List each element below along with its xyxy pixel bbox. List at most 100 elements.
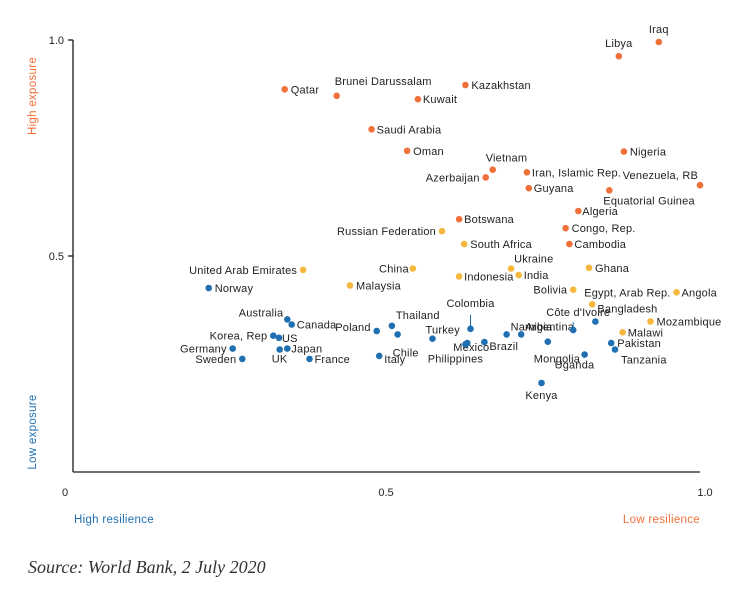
scatter-dot xyxy=(284,316,291,323)
point-nigeria: Nigeria xyxy=(620,147,667,159)
point-label: Norway xyxy=(215,283,254,295)
point-ukraine: Ukraine xyxy=(507,254,553,272)
point-label: Germany xyxy=(180,344,227,356)
scatter-dot xyxy=(525,184,533,192)
scatter-dot xyxy=(409,265,417,272)
point-venezuela-rb: Venezuela, RB xyxy=(623,170,704,189)
point-guyana: Guyana xyxy=(525,183,574,195)
data-points: Iraq Libya Qatar Brunei Darussalam Kazakhsta… xyxy=(180,24,721,402)
scatter-dot xyxy=(606,187,613,194)
point-label: Argentina xyxy=(525,321,575,333)
scatter-dot xyxy=(299,266,307,274)
scatter-dot xyxy=(611,346,619,353)
point-france: France xyxy=(306,354,350,366)
point-australia: Australia xyxy=(239,307,291,323)
point-label: India xyxy=(524,270,550,282)
scatter-dot xyxy=(455,215,463,223)
scatter-dot xyxy=(462,341,469,348)
scatter-dot xyxy=(467,325,474,333)
point-egypt-arab-rep: Egypt, Arab Rep. xyxy=(584,287,670,308)
point-argentina: Argentina xyxy=(517,321,575,338)
point-italy: Italy xyxy=(375,352,405,366)
y-axis-low-label: Low exposure xyxy=(27,394,39,469)
scatter-dot xyxy=(619,329,626,336)
point-label: Nigeria xyxy=(630,147,667,159)
point-iran-islamic-rep: Iran, Islamic Rep. xyxy=(523,167,621,179)
scatter-dot xyxy=(585,264,593,272)
scatter-dot xyxy=(403,147,411,155)
scatter-dot xyxy=(394,331,401,338)
point-label: Uganda xyxy=(555,360,595,372)
point-label: Venezuela, RB xyxy=(623,170,698,182)
point-label: Korea, Rep xyxy=(210,331,268,343)
scatter-dot xyxy=(607,339,615,347)
scatter-dot xyxy=(460,240,468,248)
scatter-dot xyxy=(288,321,296,328)
scatter-dot xyxy=(368,126,375,133)
point-label: Malawi xyxy=(628,327,663,339)
scatter-dot xyxy=(515,271,522,279)
scatter-dot xyxy=(276,346,284,353)
scatter-dot xyxy=(673,289,680,296)
point-label: Côte d'Ivoire xyxy=(546,307,610,319)
scatter-dot xyxy=(229,345,236,352)
point-india: India xyxy=(515,270,549,282)
point-label: Guyana xyxy=(534,183,574,195)
scatter-dot xyxy=(373,327,381,335)
scatter-dot xyxy=(482,174,490,181)
scatter-dot xyxy=(696,181,704,189)
point-label: Egypt, Arab Rep. xyxy=(584,287,670,299)
scatter-dot xyxy=(566,240,573,248)
point-libya: Libya xyxy=(605,38,633,60)
point-botswana: Botswana xyxy=(455,214,514,226)
scatter-dot xyxy=(429,335,436,343)
point-label: South Africa xyxy=(470,239,532,251)
point-label: UK xyxy=(272,354,288,366)
scatter-dot xyxy=(575,207,582,215)
point-uganda: Uganda xyxy=(555,351,595,372)
y-tick-label: 0.5 xyxy=(49,251,64,263)
scatter-dot xyxy=(306,355,313,363)
scatter-dot xyxy=(489,166,497,173)
x-tick-label: 0.5 xyxy=(378,487,393,499)
point-label: Mozambique xyxy=(657,317,722,329)
point-label: Bangladesh xyxy=(597,304,657,316)
scatter-dot xyxy=(455,273,463,280)
point-label: Pakistan xyxy=(617,338,661,350)
point-canada: Canada xyxy=(288,320,337,332)
point-label: Philippines xyxy=(428,353,484,365)
scatter-dot xyxy=(523,169,531,176)
point-bangladesh: Bangladesh xyxy=(592,304,657,325)
point-kazakhstan: Kazakhstan xyxy=(462,80,531,92)
point-vietnam: Vietnam xyxy=(486,153,527,173)
point-sweden: Sweden xyxy=(195,354,246,366)
point-turkey: Turkey xyxy=(426,325,460,343)
point-algeria: Algeria xyxy=(575,206,618,218)
scatter-dot xyxy=(333,92,341,100)
point-c-te-d-ivoire: Côte d'Ivoire xyxy=(546,307,610,334)
point-label: Brazil xyxy=(489,341,518,353)
scatter-dot xyxy=(615,52,623,60)
point-cambodia: Cambodia xyxy=(566,239,627,251)
point-mozambique: Mozambique xyxy=(647,317,721,329)
point-azerbaijan: Azerbaijan xyxy=(426,172,490,184)
y-tick-label: 1.0 xyxy=(49,35,64,47)
point-tanzania: Tanzania xyxy=(611,346,667,367)
point-norway: Norway xyxy=(205,283,253,295)
point-china: China xyxy=(379,264,417,276)
point-label: Congo, Rep. xyxy=(572,223,636,235)
point-brazil: Brazil xyxy=(481,338,518,353)
scatter-dot xyxy=(503,331,510,338)
y-axis-high-label: High exposure xyxy=(27,57,39,135)
x-axis-low-label: High resilience xyxy=(74,514,154,526)
scatter-dot xyxy=(538,379,545,387)
point-uk: UK xyxy=(272,346,288,366)
point-brunei-darussalam: Brunei Darussalam xyxy=(333,76,431,100)
point-label: Poland xyxy=(335,322,370,334)
point-equatorial-guinea: Equatorial Guinea xyxy=(603,187,695,207)
point-label: Cambodia xyxy=(574,239,626,251)
point-qatar: Qatar xyxy=(281,84,319,96)
point-russian-federation: Russian Federation xyxy=(337,226,446,238)
point-poland: Poland xyxy=(335,322,381,335)
